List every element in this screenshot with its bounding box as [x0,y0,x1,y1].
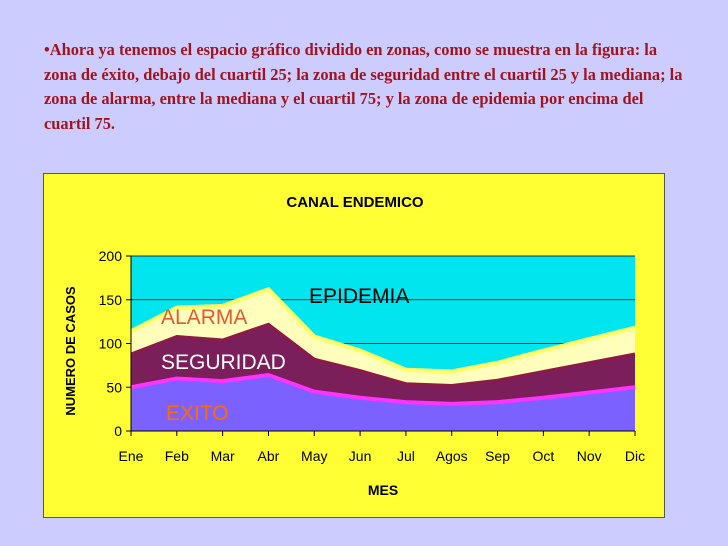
intro-paragraph: •Ahora ya tenemos el espacio gráfico div… [44,38,684,136]
x-tick-label: Mar [211,448,235,464]
zone-label-exito: EXITO [166,402,229,425]
x-tick-label: Agos [436,448,468,464]
x-tick-label: Oct [532,448,554,464]
y-tick-label: 0 [114,423,122,439]
x-axis-title: MES [368,482,398,498]
seguridad-zone-area [131,324,635,404]
x-tick-label: Abr [258,448,280,464]
x-tick-label: May [301,448,327,464]
x-tick-label: Jul [397,448,415,464]
cuartil25-line [130,372,636,406]
y-tick-label: 150 [99,292,123,308]
chart-title: CANAL ENDEMICO [286,194,424,211]
mediana-line [130,322,636,388]
intro-bullet: • [44,40,50,59]
x-tick-label: Feb [165,448,189,464]
endemic-channel-chart: 0 50 100 150 200 Ene Feb Mar Abr May Jun Jul Agos Sep… [63,194,645,498]
x-tick-label: Nov [577,448,602,464]
zone-label-alarma: ALARMA [161,306,247,329]
y-axis-title: NUMERO DE CASOS [63,286,78,416]
exito-zone-area [131,375,635,431]
axis-ticks: 0 50 100 150 200 Ene Feb Mar Abr May Jun Jul Agos Sep… [99,248,645,464]
zone-label-seguridad: SEGURIDAD [161,351,286,374]
y-tick-label: 200 [99,248,123,264]
x-tick-label: Ene [119,448,144,464]
intro-text: Ahora ya tenemos el espacio gráfico divi… [44,40,683,133]
cuartil75-line [130,286,636,374]
chart-panel: 0 50 100 150 200 Ene Feb Mar Abr May Jun Jul Agos Sep… [43,173,665,518]
y-tick-label: 50 [106,379,122,395]
x-tick-label: Jun [349,448,372,464]
x-tick-label: Dic [625,448,645,464]
y-tick-label: 100 [99,336,123,352]
zone-label-epidemia: EPIDEMIA [309,285,409,308]
x-tick-label: Sep [485,448,510,464]
